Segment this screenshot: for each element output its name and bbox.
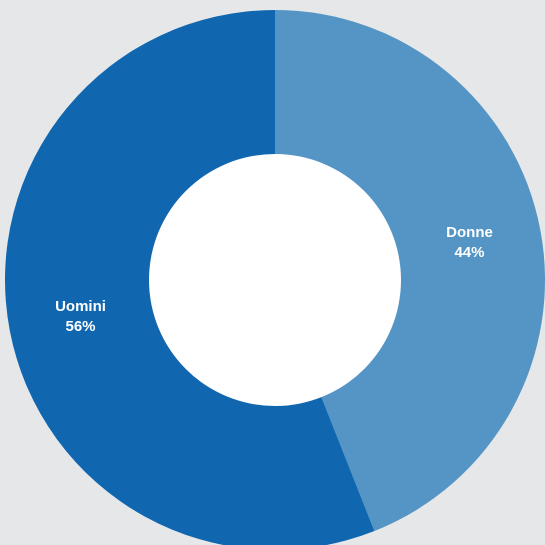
donut-hole xyxy=(149,154,401,406)
slice-label-donne: Donne xyxy=(446,224,493,241)
slice-value-donne: 44% xyxy=(454,244,484,261)
slice-donne xyxy=(275,10,545,532)
label-group: Donne 44% Uomini 56% xyxy=(55,224,493,335)
slice-value-uomini: 56% xyxy=(65,318,95,335)
slice-label-uomini: Uomini xyxy=(55,298,106,315)
